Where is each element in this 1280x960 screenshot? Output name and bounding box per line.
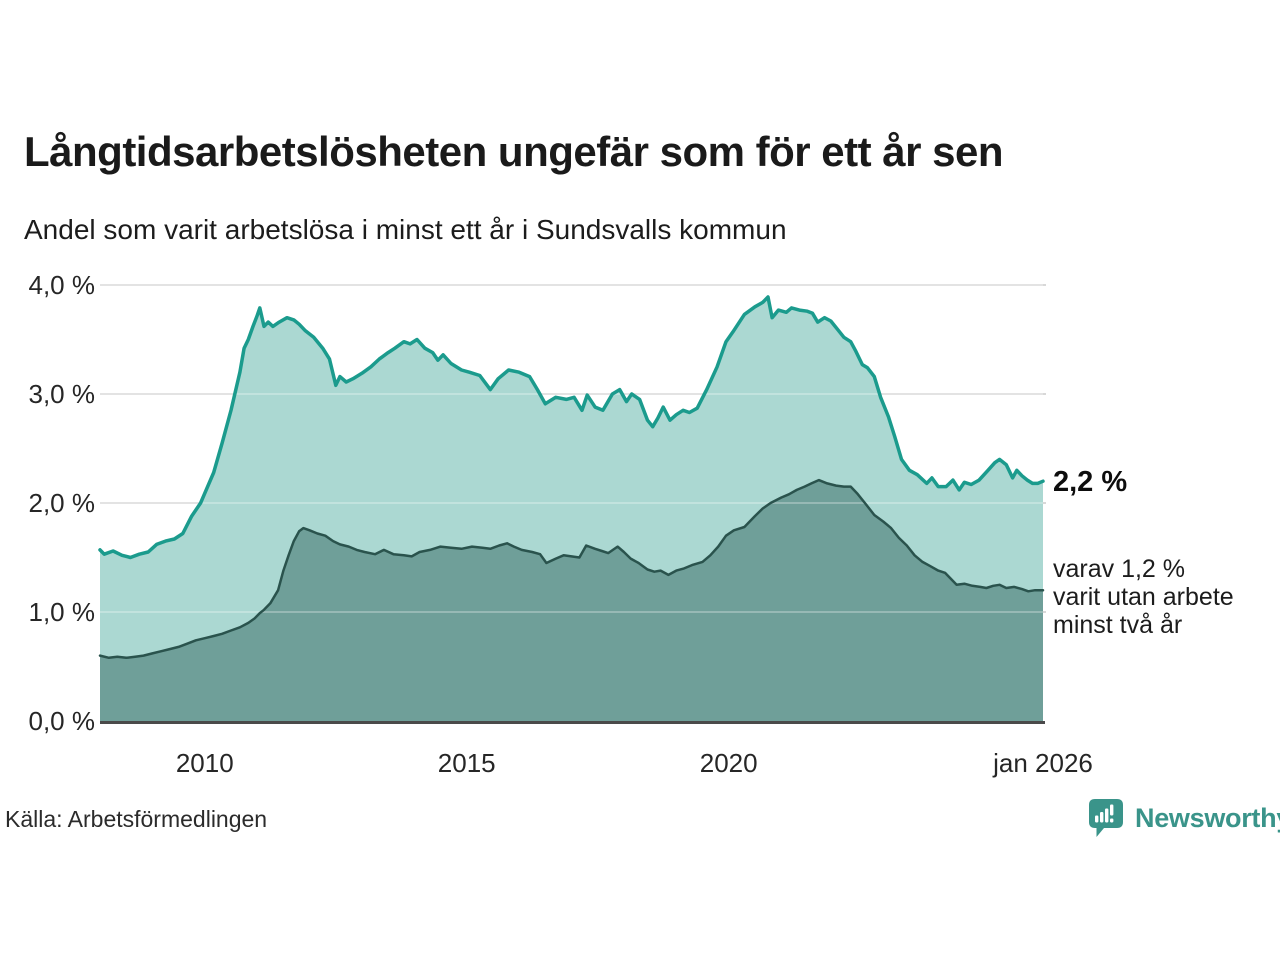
endpoint-label-subset-line: varit utan arbete	[1053, 583, 1234, 611]
endpoint-label-subset-line: minst två år	[1053, 611, 1183, 639]
newsworthy-logo: Newsworthy	[1086, 797, 1280, 839]
newsworthy-wordmark: Newsworthy	[1135, 802, 1280, 833]
endpoint-label-subset: varav 1,2 % varit utan arbete minst två år	[1053, 555, 1234, 639]
endpoint-label-subset-line: varav 1,2 %	[1053, 555, 1186, 583]
area-subset	[100, 480, 1043, 721]
endpoint-label-total: 2,2 %	[1053, 466, 1128, 498]
page-title: Långtidsarbetslösheten ungefär som för e…	[24, 128, 1004, 175]
line-total	[98, 295, 1045, 560]
chart-subtitle: Andel som varit arbetslösa i minst ett å…	[24, 214, 787, 245]
line-subset	[98, 478, 1045, 660]
source-note: Källa: Arbetsförmedlingen	[5, 806, 268, 832]
newsworthy-icon	[1089, 799, 1123, 837]
